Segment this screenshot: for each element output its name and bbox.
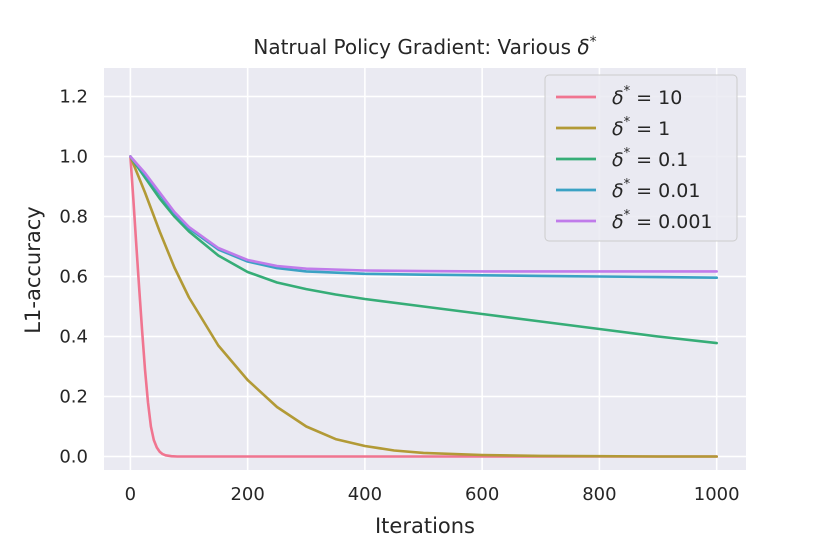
legend-box: [544, 74, 738, 242]
y-axis-ticks: 0.0 0.2 0.4 0.6 0.8 1.0 1.2: [59, 87, 88, 468]
series-line-1: [129, 155, 719, 458]
legend: δ* = 10 δ* = 1 δ* = 0.1 δ* = 0.01 δ* = 0.001: [544, 74, 738, 242]
x-tick-label: 200: [230, 484, 264, 505]
series-group: [129, 155, 719, 458]
x-tick-label: 800: [582, 484, 616, 505]
x-tick-label: 600: [465, 484, 499, 505]
y-tick-label: 0.0: [59, 447, 88, 468]
x-tick-label: 1000: [694, 484, 740, 505]
series-line-0: [129, 155, 719, 458]
y-tick-label: 0.6: [59, 267, 88, 288]
series-line-4: [129, 155, 719, 273]
x-tick-label: 400: [348, 484, 382, 505]
legend-entry-1: δ* = 1: [612, 115, 670, 140]
x-axis-label: Iterations: [375, 514, 475, 538]
chart-title: Natrual Policy Gradient: Various δ*: [253, 34, 596, 59]
series-line-2: [129, 155, 719, 345]
y-tick-label: 0.2: [59, 387, 88, 408]
y-tick-label: 0.4: [59, 327, 88, 348]
y-axis-label: L1-accuracy: [21, 206, 45, 333]
legend-entry-4: δ* = 0.001: [612, 208, 713, 233]
y-tick-label: 0.8: [59, 207, 88, 228]
y-tick-label: 1.0: [59, 147, 88, 168]
x-tick-label: 0: [125, 484, 136, 505]
legend-entry-0: δ* = 10: [612, 84, 682, 109]
legend-entry-3: δ* = 0.01: [612, 177, 700, 202]
legend-entry-2: δ* = 0.1: [612, 146, 688, 171]
y-tick-label: 1.2: [59, 87, 88, 108]
x-axis-ticks: 0 200 400 600 800 1000: [125, 484, 740, 505]
